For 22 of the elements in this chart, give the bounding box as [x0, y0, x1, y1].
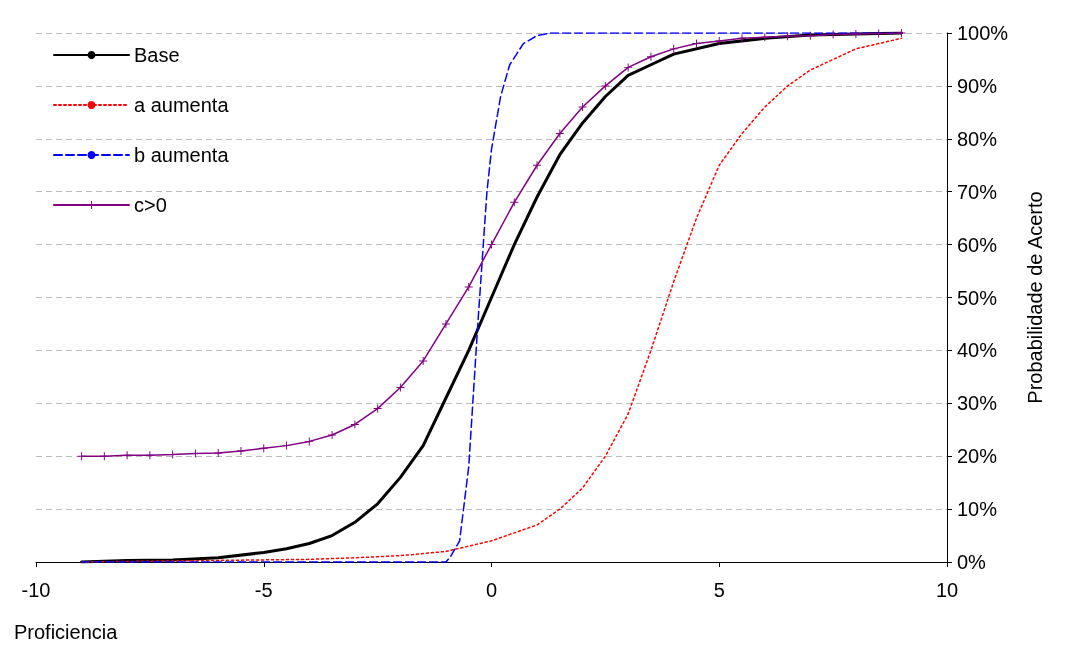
y-axis-title: Probabilidade de Acerto	[1024, 191, 1046, 404]
x-axis-title: Proficiencia	[14, 621, 119, 643]
y-tick-label: 70%	[957, 180, 998, 203]
x-tick-label: -10	[21, 579, 51, 601]
legend-label: b aumenta	[134, 144, 230, 166]
y-tick-label: 50%	[957, 286, 998, 309]
y-tick-label: 10%	[957, 498, 998, 521]
y-tick-label: 100%	[957, 22, 1009, 44]
y-tick-label: 90%	[957, 74, 998, 97]
x-tick-label: 5	[713, 579, 725, 601]
legend-label: c>0	[134, 194, 167, 216]
y-tick-label: 20%	[957, 445, 998, 468]
y-tick-label: 30%	[957, 392, 998, 415]
x-tick-label: -5	[254, 579, 273, 601]
legend-label: Base	[134, 44, 180, 66]
y-tick-label: 0%	[957, 551, 987, 573]
x-tick-label: 10	[935, 579, 959, 601]
y-tick-label: 60%	[957, 233, 998, 256]
legend-label: a aumenta	[134, 94, 230, 116]
y-tick-label: 40%	[957, 339, 998, 362]
x-tick-label: 0	[485, 579, 498, 601]
y-tick-label: 80%	[957, 127, 998, 150]
